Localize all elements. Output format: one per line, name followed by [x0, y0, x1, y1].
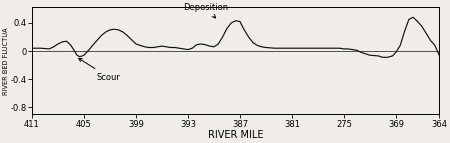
Text: Scour: Scour [79, 58, 121, 82]
Y-axis label: RIVER BED FLUCTUA: RIVER BED FLUCTUA [3, 27, 9, 95]
X-axis label: RIVER MILE: RIVER MILE [208, 130, 263, 140]
Text: Deposition: Deposition [183, 3, 228, 18]
